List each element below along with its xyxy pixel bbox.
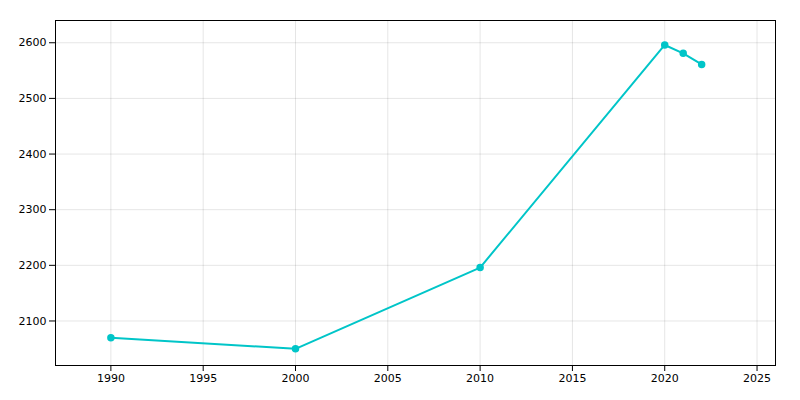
svg-text:2400: 2400 [19,148,47,161]
svg-text:2015: 2015 [558,372,586,385]
svg-text:2000: 2000 [282,372,310,385]
svg-text:2100: 2100 [19,315,47,328]
svg-text:1995: 1995 [189,372,217,385]
svg-text:2300: 2300 [19,203,47,216]
svg-text:2010: 2010 [466,372,494,385]
svg-text:2600: 2600 [19,36,47,49]
svg-text:2200: 2200 [19,259,47,272]
svg-text:1990: 1990 [97,372,125,385]
svg-text:2005: 2005 [374,372,402,385]
svg-text:2020: 2020 [651,372,679,385]
svg-text:2025: 2025 [743,372,771,385]
svg-text:2500: 2500 [19,92,47,105]
